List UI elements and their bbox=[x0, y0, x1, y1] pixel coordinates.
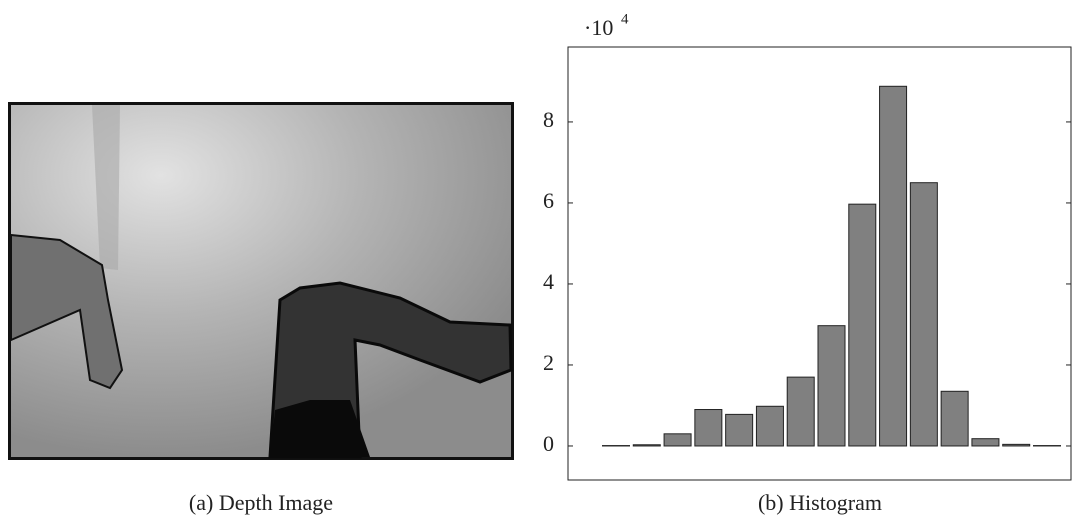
bar bbox=[1002, 443, 1031, 447]
caption: (b) Histogram bbox=[758, 490, 882, 515]
bar bbox=[940, 390, 969, 447]
bar bbox=[848, 203, 877, 447]
bar bbox=[755, 405, 784, 447]
bar bbox=[632, 444, 661, 447]
axis-multiplier: ·10 bbox=[584, 15, 613, 40]
depth-image bbox=[8, 102, 514, 460]
bar bbox=[694, 409, 723, 447]
bar bbox=[786, 376, 815, 447]
y-tick-label: 8 bbox=[543, 107, 554, 132]
caption-left: (a) Depth Image bbox=[189, 490, 333, 515]
y-tick-label: 6 bbox=[543, 188, 554, 213]
y-tick-label: 0 bbox=[543, 431, 554, 456]
bar bbox=[725, 413, 754, 447]
axis-multiplier-exponent: 4 bbox=[621, 11, 629, 27]
y-tick-label: 2 bbox=[543, 350, 554, 375]
bar bbox=[909, 182, 938, 447]
plot-frame bbox=[567, 46, 1072, 481]
bar bbox=[971, 438, 1000, 447]
y-tick-label: 4 bbox=[543, 269, 554, 294]
bar bbox=[879, 85, 908, 447]
bar bbox=[663, 433, 692, 447]
bar bbox=[817, 325, 846, 447]
